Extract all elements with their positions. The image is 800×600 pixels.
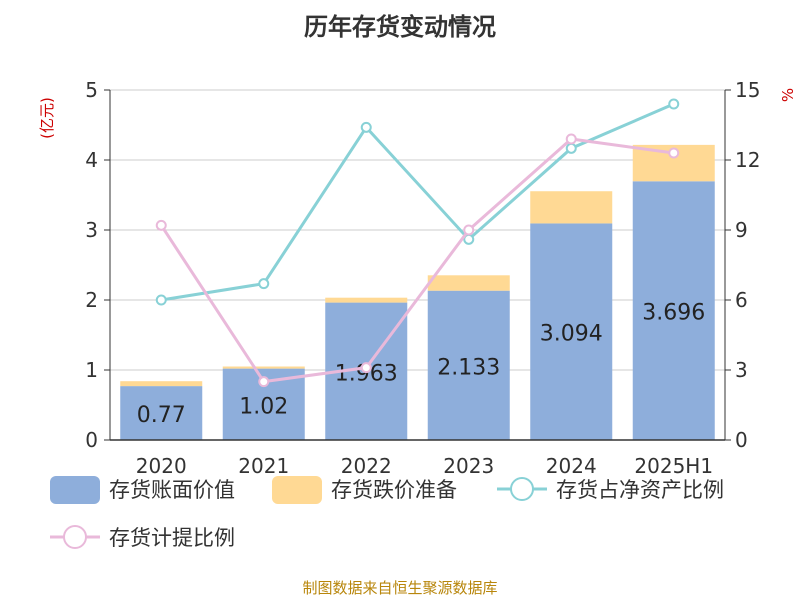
bar-data-label: 0.77 (137, 403, 186, 428)
legend-marker (510, 477, 534, 501)
line-point (565, 133, 577, 145)
legend-label: 存货占净资产比例 (556, 478, 724, 502)
grid-lines (110, 89, 725, 371)
bar-impairment-provision (120, 381, 203, 387)
line-point (155, 219, 167, 231)
x-tick-label: 2020 (136, 454, 187, 478)
legend-marker (63, 525, 87, 549)
bar-impairment-provision (427, 275, 510, 291)
y-left-tick-label: 3 (85, 218, 98, 242)
bar-impairment-provision (325, 297, 408, 303)
y-left-tick-label: 4 (85, 148, 98, 172)
source-note: 制图数据来自恒生聚源数据库 (302, 579, 497, 597)
y-left-unit: (亿元) (38, 97, 56, 139)
y-right-unit: % (779, 88, 797, 102)
line-point (668, 147, 680, 159)
legend-label: 存货账面价值 (109, 478, 235, 502)
x-tick-label: 2022 (341, 454, 392, 478)
line-point (565, 142, 577, 154)
lines (155, 98, 680, 388)
line-point (360, 362, 372, 374)
bar-inventory-book-value (530, 223, 613, 440)
bar-inventory-book-value (632, 181, 715, 440)
line-point (360, 121, 372, 133)
bar-data-label: 2.133 (437, 355, 500, 380)
y-left-tick-label: 1 (85, 358, 98, 382)
legend-label: 存货跌价准备 (331, 478, 457, 502)
y-right-tick-label: 9 (735, 218, 748, 242)
bar-impairment-provision (530, 191, 613, 224)
line-point (155, 294, 167, 306)
line-point (668, 98, 680, 110)
bar-inventory-book-value (427, 290, 510, 440)
line-series-2 (159, 137, 674, 384)
bar-data-label: 1.02 (239, 394, 288, 419)
line-point (463, 224, 475, 236)
bar-data-label: 3.696 (642, 301, 705, 326)
line-point (258, 278, 270, 290)
bar-impairment-provision (222, 366, 305, 369)
x-tick-label: 2025H1 (634, 454, 713, 478)
legend-swatch (272, 476, 322, 504)
y-right-tick-label: 15 (735, 78, 760, 102)
chart-title: 历年存货变动情况 (304, 13, 496, 41)
legend-swatch (50, 476, 100, 504)
y-right-tick-label: 12 (735, 148, 760, 172)
bar-inventory-book-value (120, 386, 203, 440)
line-point (258, 376, 270, 388)
x-tick-label: 2024 (546, 454, 597, 478)
x-tick-label: 2021 (238, 454, 289, 478)
y-right-tick-label: 0 (735, 428, 748, 452)
legend-label: 存货计提比例 (109, 526, 235, 550)
y-right-tick-label: 6 (735, 288, 748, 312)
y-left-tick-label: 0 (85, 428, 98, 452)
y-right-tick-label: 3 (735, 358, 748, 382)
y-left-tick-label: 2 (85, 288, 98, 312)
x-tick-label: 2023 (443, 454, 494, 478)
y-left-tick-label: 5 (85, 78, 98, 102)
bar-data-label: 3.094 (540, 322, 603, 347)
